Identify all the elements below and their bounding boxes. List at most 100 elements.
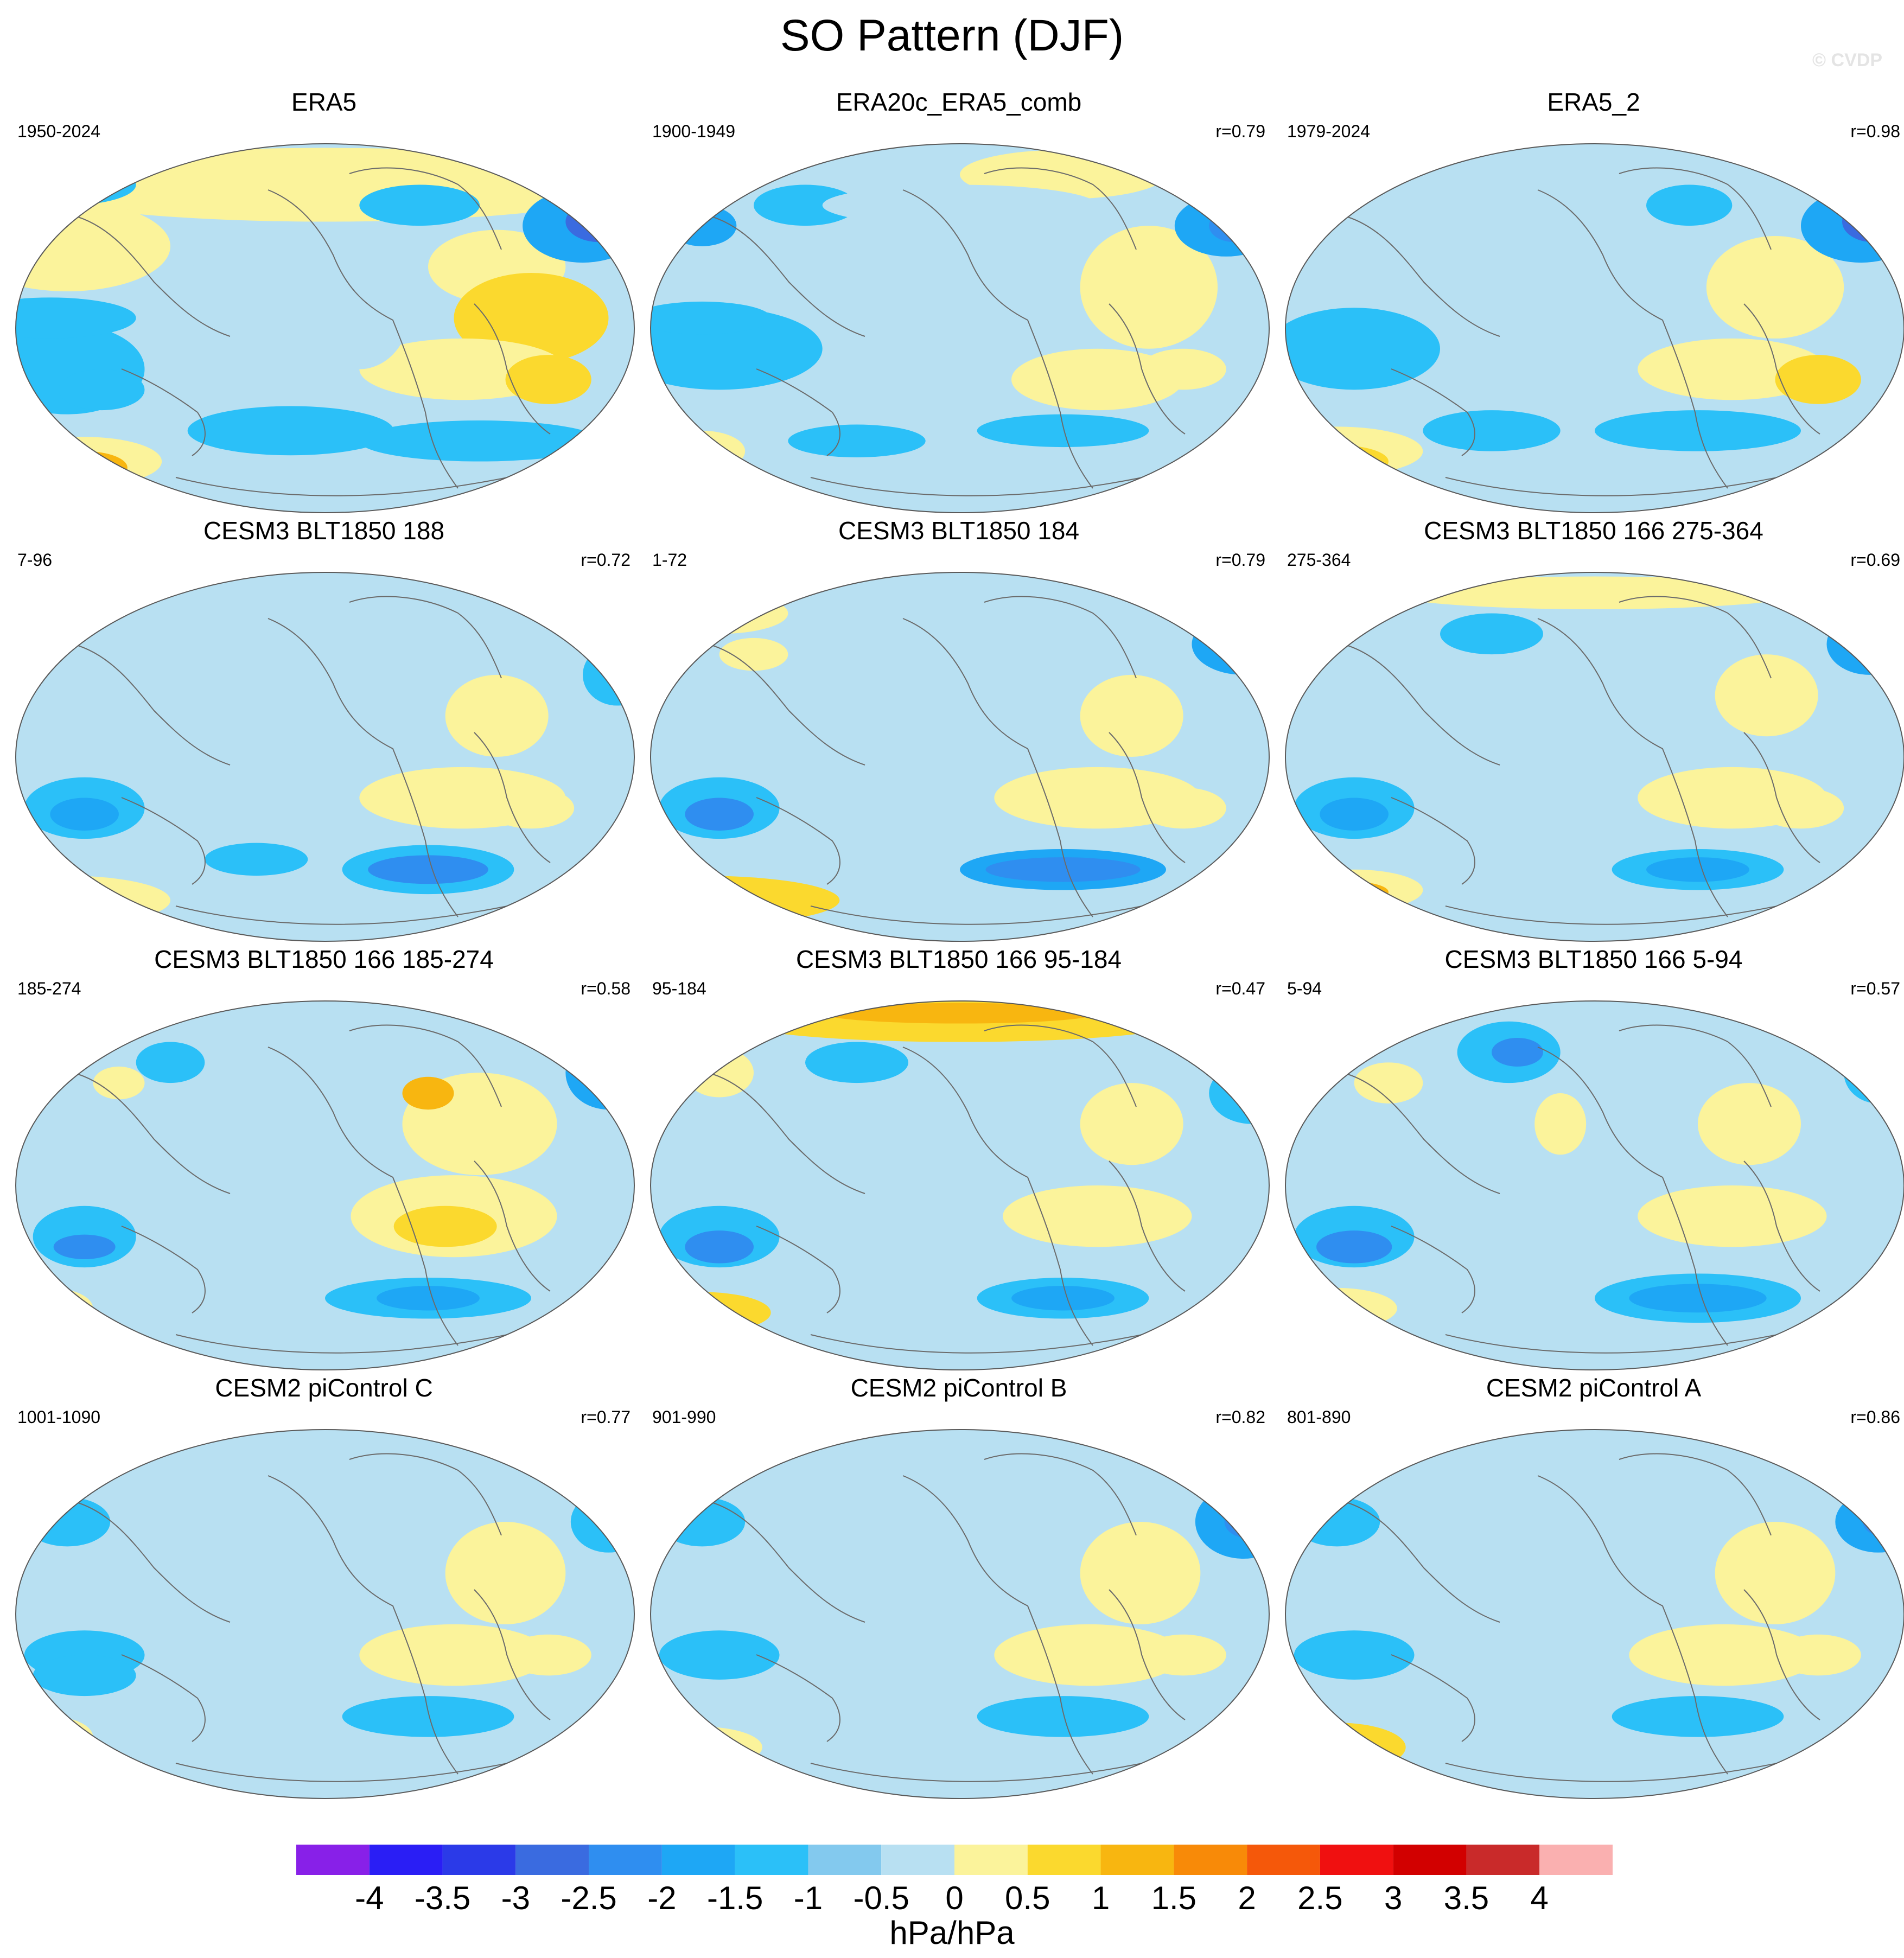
panel-title: CESM2 piControl C [215, 1374, 433, 1402]
coastline [1347, 645, 1500, 766]
coastline [1537, 189, 1728, 489]
map-outline [15, 143, 635, 513]
anomaly-region [505, 355, 591, 404]
anomaly-region [1866, 211, 1894, 232]
globe-map-icon [15, 1000, 635, 1370]
map-outline [1285, 143, 1904, 513]
anomaly-region [1638, 1185, 1827, 1247]
colorbar-tick-label: -4 [355, 1880, 384, 1916]
map-outline [15, 572, 635, 942]
coastline [474, 1589, 551, 1720]
anomaly-region [1302, 1739, 1372, 1764]
anomaly-region [994, 1624, 1183, 1686]
map-panel: ERA5 1950-2024 [7, 87, 641, 515]
anomaly-region [1757, 787, 1844, 829]
coastline [474, 303, 551, 435]
map-panel: CESM3 BLT1850 166 275-364 275-364 r=0.69 [1276, 515, 1904, 944]
anomaly-region [985, 857, 1141, 882]
colorbar-tick-label: 0 [945, 1880, 964, 1916]
anomaly-region [402, 1076, 454, 1110]
map-panel: CESM2 piControl A 801-890 r=0.86 [1276, 1373, 1904, 1801]
anomaly-region [1140, 1634, 1226, 1676]
panel-title: CESM2 piControl A [1486, 1374, 1702, 1402]
coastline [1391, 1226, 1475, 1313]
anomaly-region [1080, 1522, 1201, 1624]
anomaly-region [1715, 654, 1818, 737]
panel-correlation: r=0.98 [1850, 122, 1900, 141]
anomaly-region [977, 414, 1149, 448]
coastline [78, 1502, 231, 1623]
anomaly-region [1492, 1038, 1543, 1067]
anomaly-region [24, 1497, 111, 1547]
anomaly-region [1011, 1286, 1115, 1311]
coastline [1347, 216, 1500, 337]
coastline [902, 1047, 1093, 1346]
anomaly-region [222, 1460, 428, 1522]
anomaly-region [1140, 787, 1226, 829]
anomaly-region [719, 637, 788, 671]
map-panel: CESM2 piControl B 901-990 r=0.82 [641, 1373, 1276, 1801]
coastline [712, 1074, 865, 1194]
anomaly-region [1856, 628, 1897, 661]
anomaly-region [101, 1501, 205, 1563]
coastline [712, 216, 865, 337]
panel-correlation: r=0.58 [581, 979, 631, 998]
colorbar-swatch [1247, 1845, 1320, 1875]
globe-map-icon [650, 143, 1270, 513]
panel-title: ERA5_2 [1547, 88, 1640, 116]
colorbar-swatch [1466, 1845, 1540, 1875]
anomaly-region [857, 1031, 1063, 1093]
coastline [1391, 1654, 1475, 1742]
colorbar-tick-label: -2.5 [561, 1880, 617, 1916]
anomaly-region [659, 430, 746, 472]
coastline [1347, 1074, 1500, 1194]
panel-title: CESM2 piControl B [850, 1374, 1067, 1402]
coastline [474, 1160, 551, 1292]
panel-title: CESM3 BLT1850 184 [838, 516, 1080, 545]
coastline [1537, 618, 1728, 917]
coastline [756, 368, 840, 456]
anomaly-region [187, 406, 394, 456]
anomaly-region [797, 1573, 883, 1737]
colorbar-tick-label: 2.5 [1297, 1880, 1343, 1916]
anomaly-region [1243, 634, 1268, 655]
coastline [984, 1024, 1137, 1107]
map-panel: CESM3 BLT1850 184 1-72 r=0.79 [641, 515, 1276, 944]
coastline [349, 1453, 502, 1536]
coastline [121, 797, 206, 885]
globe-map-icon [1285, 572, 1904, 942]
panel-correlation: r=0.57 [1850, 979, 1900, 998]
map-outline [650, 1000, 1270, 1370]
colorbar-swatch [661, 1845, 735, 1875]
colorbar-tick-label: 4 [1530, 1880, 1549, 1916]
colorbar-tick-label: 0.5 [1005, 1880, 1050, 1916]
panel-period: 7-96 [17, 550, 53, 570]
coastline [1619, 1453, 1772, 1536]
anomaly-region [41, 451, 128, 484]
map-panel: CESM3 BLT1850 166 95-184 95-184 r=0.47 [641, 944, 1276, 1373]
coastline [1619, 1024, 1772, 1107]
anomaly-region [1224, 1505, 1269, 1539]
coastline [712, 645, 865, 766]
anomaly-region [797, 1144, 883, 1309]
anomaly-region [1285, 869, 1423, 911]
coastline [756, 1654, 840, 1742]
anomaly-region [1842, 201, 1904, 243]
map-panel: ERA5_2 1979-2024 r=0.98 [1276, 87, 1904, 515]
globe-map-icon [650, 1000, 1270, 1370]
anomaly-region [591, 209, 626, 234]
colorbar-tick-label: -1.5 [706, 1880, 763, 1916]
map-outline [15, 1000, 635, 1370]
colorbar: -4 -3.5 -3 -2.5 -2 -1.5 -1 -0.5 0 0.5 1 1.5 2 2.5 3 3.5… [0, 1834, 1904, 1958]
coastline [78, 645, 231, 766]
panel-title: ERA5 [291, 88, 357, 116]
colorbar-unit: hPa/hPa [889, 1915, 1015, 1951]
coastline [1109, 732, 1186, 863]
globe-map-icon [650, 1429, 1270, 1799]
panel-title: CESM3 BLT1850 166 95-184 [795, 945, 1122, 973]
anomaly-region [16, 297, 136, 339]
anomaly-region [1863, 1507, 1904, 1536]
panel-correlation: r=0.47 [1215, 979, 1265, 998]
anomaly-region [33, 1655, 136, 1696]
anomaly-region [1371, 1501, 1475, 1563]
